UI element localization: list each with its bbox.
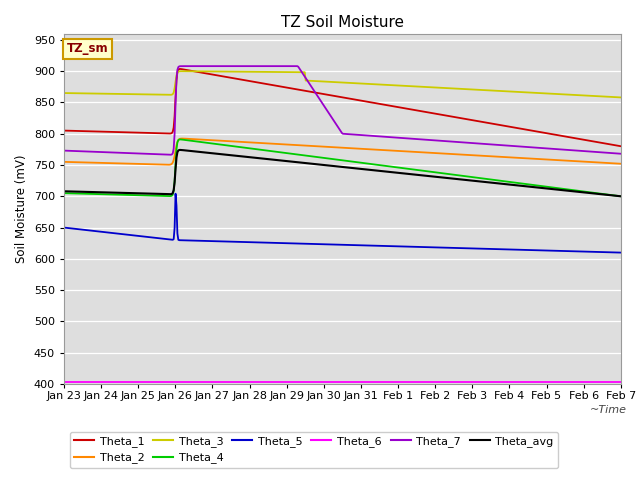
Theta_avg [60, 188, 68, 194]
Theta_1 [177, 66, 184, 72]
Theta_5 [172, 191, 179, 197]
Theta_avg [159, 191, 166, 197]
Theta_4 [389, 164, 397, 170]
Theta_3 [159, 92, 166, 97]
Theta_6 [432, 379, 440, 385]
Theta_3 [177, 68, 185, 74]
Theta_3 [60, 90, 68, 96]
Text: TZ_sm: TZ_sm [67, 42, 108, 55]
Theta_6 [60, 379, 68, 385]
Line: Theta_1: Theta_1 [64, 69, 621, 146]
Theta_6 [312, 379, 320, 385]
Theta_6 [479, 379, 487, 385]
Theta_5 [60, 225, 68, 230]
Title: TZ Soil Moisture: TZ Soil Moisture [281, 15, 404, 30]
Theta_7 [60, 148, 68, 154]
Line: Theta_7: Theta_7 [64, 66, 621, 155]
Theta_2 [434, 150, 442, 156]
Theta_1 [60, 128, 68, 133]
Theta_4 [159, 193, 166, 199]
Text: ~Time: ~Time [589, 405, 627, 415]
Theta_7 [196, 63, 204, 69]
Theta_7 [314, 94, 322, 99]
Theta_avg [177, 147, 184, 153]
Theta_1 [313, 90, 321, 96]
Theta_2 [159, 162, 166, 168]
Theta_2 [205, 137, 213, 143]
Theta_5 [617, 250, 625, 255]
Theta_6 [159, 379, 166, 385]
Theta_6 [388, 379, 396, 385]
Theta_6 [204, 379, 211, 385]
Theta_5 [204, 238, 212, 244]
Legend: Theta_1, Theta_2, Theta_3, Theta_4, Theta_5, Theta_6, Theta_7, Theta_avg: Theta_1, Theta_2, Theta_3, Theta_4, Thet… [70, 432, 558, 468]
Theta_7 [617, 151, 625, 156]
Theta_5 [159, 236, 166, 241]
Theta_5 [389, 243, 397, 249]
Theta_avg [389, 169, 397, 175]
Theta_5 [433, 244, 440, 250]
Line: Theta_avg: Theta_avg [64, 150, 621, 196]
Theta_7 [205, 63, 213, 69]
Theta_7 [390, 134, 398, 140]
Theta_1 [480, 120, 488, 125]
Y-axis label: Soil Moisture (mV): Soil Moisture (mV) [15, 155, 28, 263]
Line: Theta_4: Theta_4 [64, 139, 621, 196]
Theta_1 [389, 103, 397, 109]
Theta_avg [204, 150, 212, 156]
Theta_7 [481, 141, 489, 147]
Theta_7 [159, 152, 166, 157]
Theta_4 [617, 193, 625, 199]
Line: Theta_2: Theta_2 [64, 139, 621, 165]
Theta_7 [434, 138, 442, 144]
Line: Theta_3: Theta_3 [64, 71, 621, 97]
Theta_2 [481, 153, 489, 159]
Theta_4 [60, 190, 68, 196]
Theta_4 [480, 176, 488, 181]
Theta_2 [178, 136, 186, 142]
Theta_avg [433, 174, 440, 180]
Theta_7 [166, 152, 174, 157]
Theta_3 [617, 95, 625, 100]
Theta_2 [164, 162, 172, 168]
Theta_1 [433, 111, 440, 117]
Theta_avg [617, 193, 625, 199]
Theta_4 [204, 140, 212, 146]
Theta_3 [480, 87, 488, 93]
Theta_6 [617, 379, 625, 385]
Theta_avg [480, 179, 488, 185]
Theta_5 [313, 241, 321, 247]
Line: Theta_5: Theta_5 [64, 194, 621, 252]
Theta_2 [314, 144, 322, 149]
Theta_2 [617, 161, 625, 167]
Theta_3 [313, 78, 321, 84]
Theta_4 [433, 169, 440, 175]
Theta_1 [204, 71, 212, 77]
Theta_1 [159, 131, 166, 136]
Theta_4 [177, 136, 184, 142]
Theta_avg [313, 161, 321, 167]
Theta_3 [204, 69, 212, 74]
Theta_5 [480, 246, 488, 252]
Theta_2 [60, 159, 68, 165]
Theta_1 [617, 144, 625, 149]
Theta_3 [389, 83, 397, 88]
Theta_3 [433, 84, 440, 90]
Theta_4 [313, 154, 321, 160]
Theta_2 [390, 148, 398, 154]
